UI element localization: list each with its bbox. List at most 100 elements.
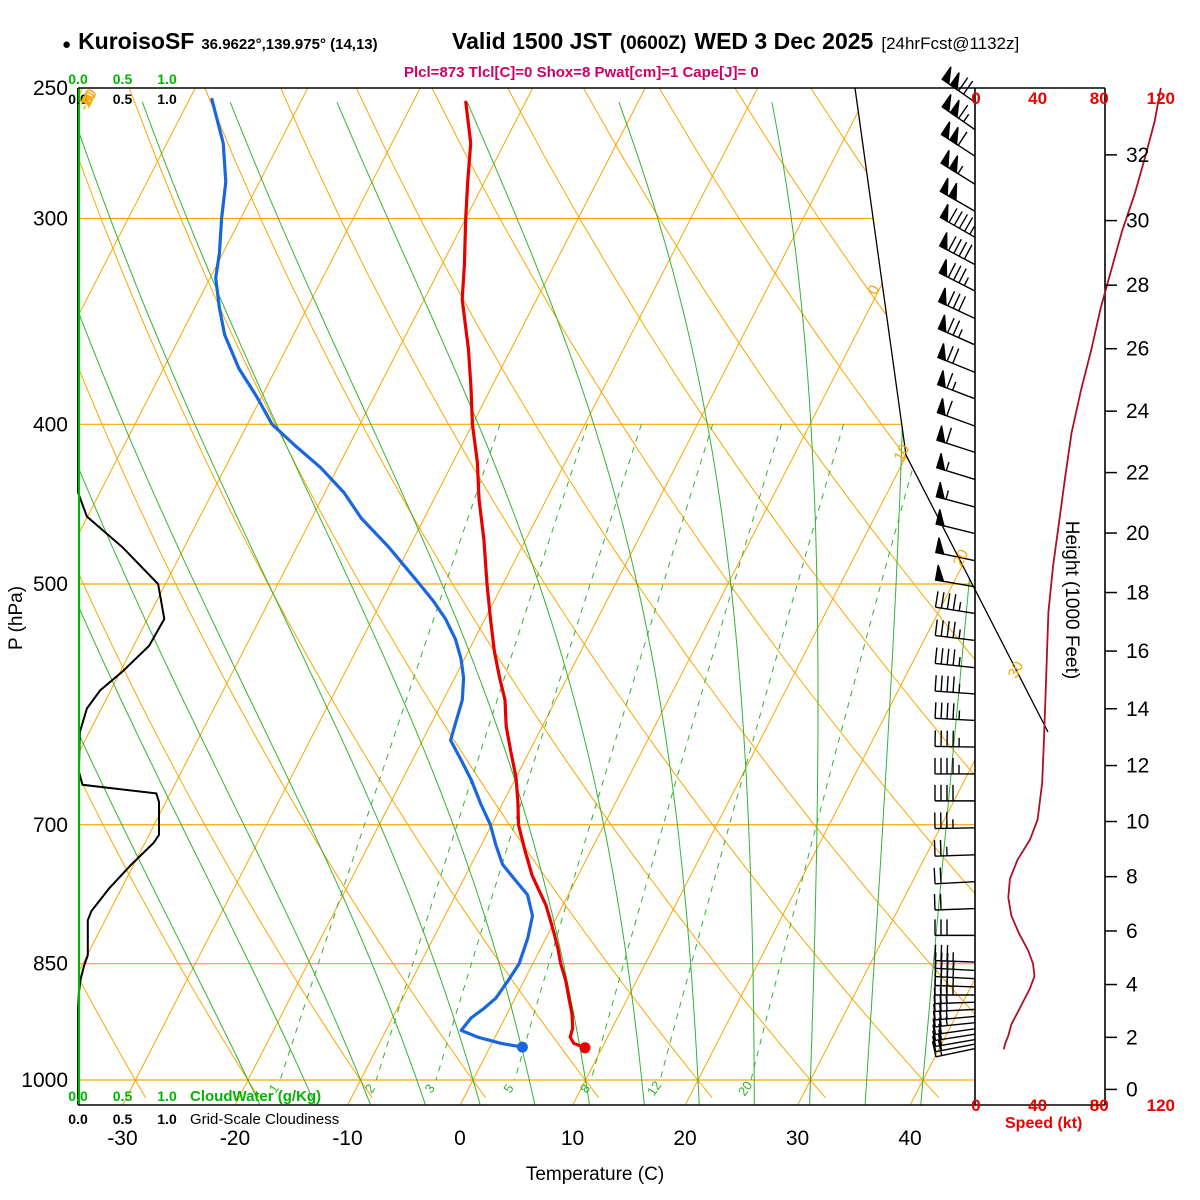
wind-barb bbox=[934, 702, 976, 722]
wind-barb bbox=[933, 867, 976, 885]
wind-barb bbox=[933, 839, 976, 857]
wind-barb bbox=[932, 1017, 976, 1036]
speed-tick-label-top: 80 bbox=[1090, 89, 1109, 108]
cloudiness-scale-tick-bottom: 0.5 bbox=[113, 1111, 133, 1127]
wind-barb bbox=[939, 177, 976, 212]
moist-adiabat-line bbox=[618, 102, 755, 1105]
wind-barb bbox=[935, 453, 976, 481]
dry-adiabat-line bbox=[885, 88, 975, 1099]
wind-barb bbox=[933, 994, 976, 1013]
temperature-tick-label: -10 bbox=[332, 1127, 362, 1150]
wind-barb bbox=[931, 1039, 976, 1058]
mixing-ratio-line bbox=[375, 424, 588, 1081]
dry-adiabat-line bbox=[78, 88, 373, 1098]
isotherm-line bbox=[684, 88, 975, 1105]
mixing-ratio-label: 3 bbox=[421, 1081, 437, 1096]
wind-barb bbox=[934, 564, 976, 588]
moist-adiabat-line bbox=[466, 102, 700, 1105]
speed-tick-label-bottom: 0 bbox=[971, 1096, 980, 1115]
dry-adiabat-line bbox=[78, 88, 600, 1099]
wind-barb bbox=[935, 481, 976, 508]
temperature-curve bbox=[460, 100, 587, 1050]
moist-adiabat-line bbox=[920, 102, 975, 1105]
cloudiness-scale-tick-bottom: 0.0 bbox=[68, 1111, 88, 1127]
height-tick-label: 8 bbox=[1126, 866, 1138, 889]
grid-scale-cloudiness-curve bbox=[77, 88, 166, 1105]
dry-adiabat-line bbox=[355, 88, 975, 1099]
pressure-tick-label: 500 bbox=[33, 573, 68, 596]
wind-barb bbox=[934, 647, 976, 669]
isotherm-label: 10 bbox=[891, 442, 914, 465]
station-name: KuroisoSF bbox=[78, 28, 195, 54]
sounding-parameters: Plcl=873 Tlcl[C]=0 Shox=8 Pwat[cm]=1 Cap… bbox=[404, 64, 759, 81]
mixing-ratio-line bbox=[590, 424, 782, 1081]
moist-adiabat-line bbox=[336, 102, 645, 1105]
wind-barb bbox=[936, 370, 976, 400]
cloudwater-scale-tick-top: 0.5 bbox=[113, 71, 133, 87]
height-tick-label: 18 bbox=[1126, 582, 1149, 605]
height-tick-label: 14 bbox=[1126, 698, 1150, 721]
dry-adiabat-line bbox=[128, 88, 713, 1099]
forecast-tag: [24hrFcst@1132z] bbox=[881, 34, 1020, 53]
mixing-ratio-label: 2 bbox=[362, 1081, 378, 1096]
wind-barb bbox=[934, 675, 976, 695]
moist-adiabat-line bbox=[78, 102, 261, 1105]
cloudiness-scale-tick-top: 1.0 bbox=[157, 91, 177, 107]
height-tick-label: 26 bbox=[1126, 338, 1149, 361]
dry-adiabat-line bbox=[431, 88, 975, 1099]
wind-barb bbox=[934, 919, 975, 937]
wind-barb bbox=[934, 619, 976, 642]
height-tick-label: 22 bbox=[1126, 462, 1149, 485]
dry-adiabat-line bbox=[78, 88, 486, 1098]
temperature-tick-label: 40 bbox=[898, 1127, 921, 1150]
height-tick-label: 32 bbox=[1126, 144, 1149, 167]
pressure-tick-label: 400 bbox=[33, 413, 68, 436]
height-tick-label: 12 bbox=[1126, 755, 1149, 778]
cloudwater-scale-tick-bottom: 0.5 bbox=[113, 1088, 133, 1104]
wind-speed-curve bbox=[1002, 87, 1162, 1050]
mixing-ratio-line bbox=[659, 424, 844, 1081]
mixing-ratio-label: 20 bbox=[735, 1078, 756, 1098]
wind-barb bbox=[937, 314, 976, 346]
temperature-tick-label: -20 bbox=[220, 1127, 250, 1150]
mixing-ratio-line bbox=[750, 424, 926, 1081]
speed-tick-label-bottom: 120 bbox=[1147, 1096, 1175, 1115]
isotherm-label: 20 bbox=[950, 547, 973, 570]
cloudwater-scale-tick-bottom: 0.0 bbox=[68, 1088, 88, 1104]
station-coords: 36.9622°,139.975° (14,13) bbox=[201, 36, 378, 53]
wind-barb bbox=[936, 398, 976, 427]
isotherm-label: 0 bbox=[865, 282, 884, 297]
isotherm-line bbox=[572, 88, 975, 1105]
moist-adiabat-line bbox=[78, 102, 426, 1105]
wind-barb bbox=[936, 425, 976, 454]
temperature-axis-label: Temperature (C) bbox=[526, 1164, 664, 1185]
isotherm-line bbox=[78, 88, 421, 1105]
height-tick-label: 30 bbox=[1126, 210, 1149, 233]
wind-barb bbox=[932, 1029, 976, 1048]
moist-adiabat-line bbox=[229, 102, 590, 1105]
isotherm-line bbox=[234, 88, 759, 1105]
speed-tick-label-top: 0 bbox=[971, 89, 980, 108]
isotherm-line bbox=[347, 88, 871, 1105]
wind-barb bbox=[931, 1034, 976, 1053]
valid-date: WED 3 Dec 2025 bbox=[694, 28, 874, 54]
height-tick-label: 16 bbox=[1126, 640, 1149, 663]
isotherm-line bbox=[78, 88, 534, 1105]
dry-adiabat-label: 10 bbox=[77, 89, 100, 112]
wind-barb bbox=[940, 121, 976, 157]
dewpoint-curve-surface-dot bbox=[516, 1041, 528, 1053]
station-bullet-icon: ● bbox=[62, 36, 72, 53]
height-tick-label: 24 bbox=[1126, 400, 1150, 423]
height-tick-label: 0 bbox=[1126, 1078, 1138, 1101]
mixing-ratio-line bbox=[435, 424, 642, 1081]
temperature-tick-label: 0 bbox=[454, 1127, 466, 1150]
mixing-ratio-label: 12 bbox=[644, 1078, 665, 1098]
height-tick-label: 10 bbox=[1126, 811, 1149, 834]
pressure-tick-label: 700 bbox=[33, 814, 68, 837]
wind-barb bbox=[939, 203, 976, 238]
wind-barb bbox=[934, 784, 975, 802]
cloudwater-scale-tick-top: 0.0 bbox=[68, 71, 88, 87]
temperature-tick-label: 30 bbox=[786, 1127, 809, 1150]
mixing-ratio-label: 5 bbox=[500, 1081, 516, 1096]
